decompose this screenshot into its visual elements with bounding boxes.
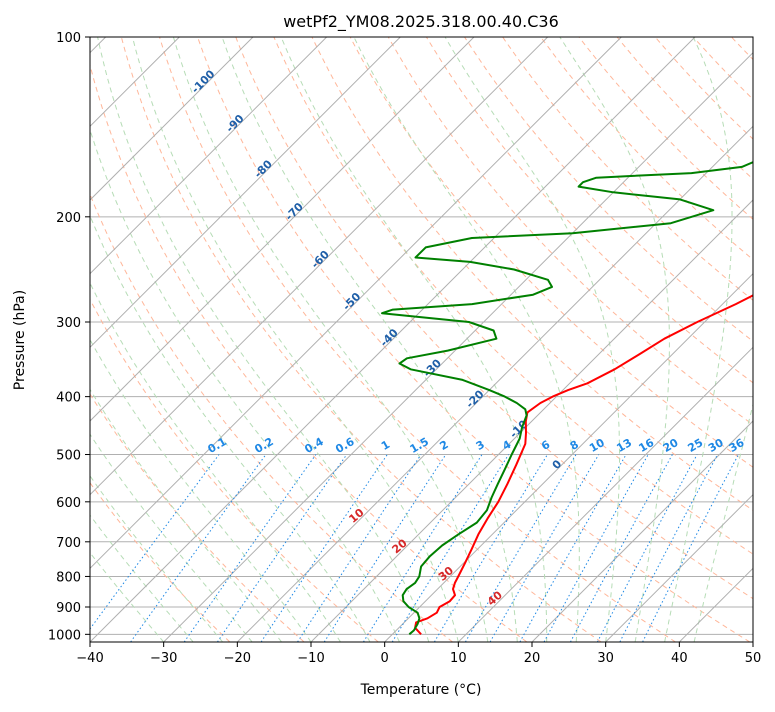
y-tick-label: 100 (56, 31, 81, 46)
y-tick-label: 800 (56, 570, 81, 585)
mixing-ratio-label: 1.5 (408, 435, 431, 456)
mixing-ratio-label: 36 (727, 436, 747, 455)
y-tick-label: 1000 (48, 628, 81, 643)
dry-adiabat-line (83, 37, 527, 642)
mixing-ratio-line (81, 455, 220, 643)
mixing-ratio-label: 30 (706, 436, 726, 455)
isotherm-line (679, 37, 775, 642)
mixing-ratio-line (261, 455, 387, 643)
isotherm-label: -100 (189, 67, 218, 96)
isotherm-line (532, 37, 775, 642)
x-tick-label: −20 (224, 651, 251, 666)
isotherm-label: -20 (463, 387, 486, 410)
mixing-ratio-label: 3 (474, 438, 487, 453)
y-tick-label: 400 (56, 391, 81, 406)
dry-adiabat-line (388, 37, 775, 642)
moist-adiabat-label: 40 (485, 588, 505, 608)
isotherm-line (164, 37, 769, 642)
mixing-ratio-line (434, 455, 547, 643)
dry-adiabat-line (0, 37, 304, 642)
y-tick-label: 300 (56, 316, 81, 331)
dry-adiabat-line (541, 37, 775, 642)
isotherm-line (16, 37, 621, 642)
mixing-ratio-label: 25 (685, 436, 705, 455)
x-tick-label: 50 (745, 651, 762, 666)
isotherm-label: -80 (252, 157, 275, 180)
x-tick-label: 30 (597, 651, 614, 666)
mixing-ratio-line (570, 455, 672, 643)
mixing-ratio-label: 1 (379, 438, 392, 453)
y-tick-label: 900 (56, 601, 81, 616)
y-tick-label: 200 (56, 211, 81, 226)
isotherm-line (753, 37, 775, 642)
dry-adiabat-line (693, 37, 775, 642)
x-tick-label: 10 (450, 651, 467, 666)
moist-adiabat-line (665, 37, 732, 642)
mixing-ratio-label: 20 (661, 436, 681, 455)
y-tick-label: 700 (56, 536, 81, 551)
mixing-ratio-label: 2 (438, 438, 451, 453)
dry-adiabat-line (579, 37, 775, 642)
x-axis-label: Temperature (°C) (360, 682, 482, 698)
chart-title: wetPf2_YM08.2025.318.00.40.C36 (283, 12, 559, 32)
moist-adiabat-line (0, 37, 223, 642)
x-tick-label: 20 (524, 651, 541, 666)
dry-adiabat-line (350, 37, 775, 642)
isotherm-label: -90 (223, 112, 246, 135)
x-tick-label: −10 (297, 651, 324, 666)
mixing-ratio-line (217, 455, 346, 643)
x-tick-label: −30 (150, 651, 177, 666)
moist-adiabat-line (0, 37, 193, 642)
moist-adiabat-label: 20 (390, 536, 410, 556)
dry-adiabat-line (770, 37, 775, 642)
moist-adiabat-line (17, 37, 341, 642)
isotherm-label: -60 (309, 248, 332, 271)
temperature-profile-line (415, 37, 775, 634)
moist-adiabat-line (694, 37, 775, 642)
mixing-ratio-label: 6 (539, 438, 552, 453)
mixing-ratio-line (520, 455, 626, 643)
mixing-ratio-line (363, 455, 482, 643)
mixing-ratio-line (131, 455, 266, 643)
y-axis-label: Pressure (hPa) (12, 290, 28, 390)
isotherm-label: -40 (378, 326, 401, 349)
mixing-ratio-label: 0.4 (302, 435, 326, 456)
profile-layer (382, 37, 775, 634)
y-tick-label: 500 (56, 449, 81, 464)
moist-adiabat-line (222, 37, 517, 642)
moist-adiabat-line (0, 37, 252, 642)
mixing-ratio-label: 10 (587, 436, 607, 455)
dry-adiabat-line (0, 37, 230, 642)
mixing-ratio-label: 13 (614, 436, 634, 455)
mixing-ratio-label: 8 (568, 438, 581, 453)
dry-adiabat-line (465, 37, 775, 642)
isotherm-line (458, 37, 775, 642)
mixing-ratio-line (620, 455, 718, 643)
moist-adiabat-line (281, 37, 547, 642)
dry-adiabat-line (503, 37, 775, 642)
moist-adiabat-line (173, 37, 487, 642)
isotherm-line (0, 37, 400, 642)
mixing-ratio-line (597, 455, 697, 643)
moist-adiabat-label: 10 (346, 506, 366, 526)
mixing-ratio-label: 0.1 (206, 435, 229, 456)
isotherm-line (237, 37, 775, 642)
x-tick-label: 0 (381, 651, 389, 666)
x-tick-label: −40 (76, 651, 103, 666)
isotherm-label: -70 (283, 200, 306, 223)
isotherm-label: -50 (340, 290, 363, 313)
x-tick-label: 40 (671, 651, 688, 666)
dewpoint-profile-line (382, 37, 775, 634)
dry-adiabat-line (236, 37, 775, 642)
dry-adiabat-line (655, 37, 775, 642)
moist-adiabat-line (0, 37, 311, 642)
dry-adiabat-line (198, 37, 750, 642)
y-tick-label: 600 (56, 496, 81, 511)
isotherm-line (0, 37, 253, 642)
mixing-ratio-label: 0.2 (252, 435, 275, 456)
